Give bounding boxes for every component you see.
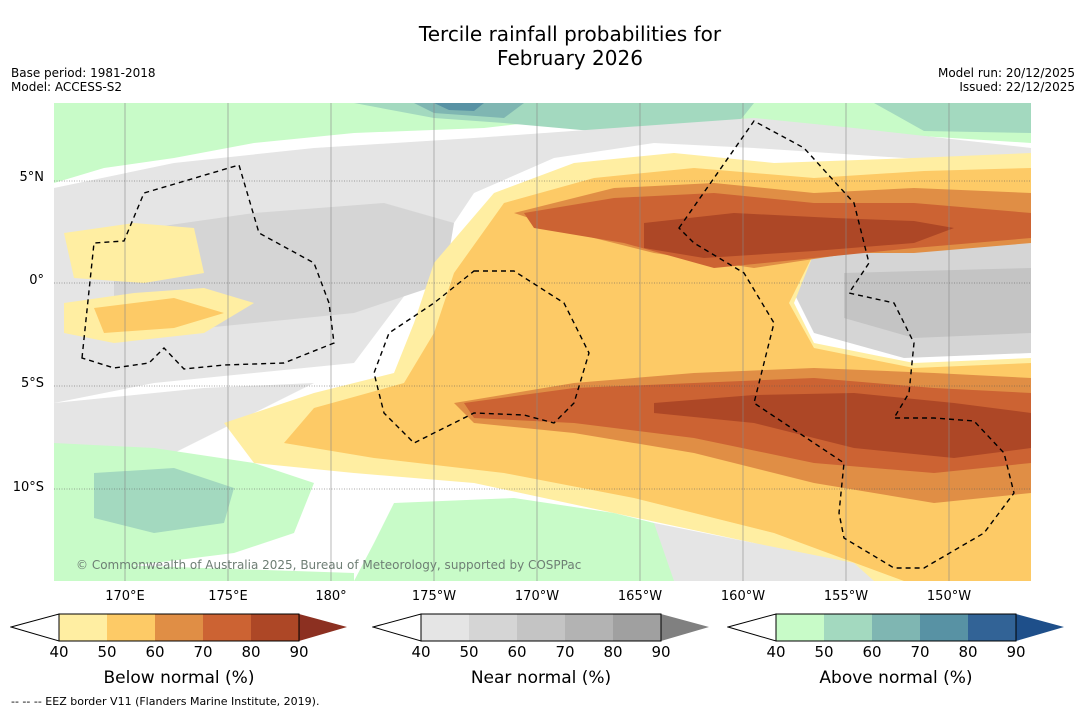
colorbar-near-seg bbox=[517, 614, 565, 641]
colorbar-above-seg bbox=[872, 614, 920, 641]
lat-tick-0: 0° bbox=[29, 273, 44, 288]
colorbar-below-seg bbox=[59, 614, 107, 641]
lon-tick-165w: 165°W bbox=[617, 589, 663, 604]
cbar-label: 50 bbox=[459, 643, 479, 661]
cbar-label: 90 bbox=[1006, 643, 1026, 661]
colorbar-above-seg bbox=[920, 614, 968, 641]
cbar-label: 40 bbox=[766, 643, 786, 661]
model-run: Model run: 20/12/2025 bbox=[937, 66, 1075, 80]
eez-legend: -- -- -- EEZ border V11 (Flanders Marine… bbox=[11, 695, 320, 708]
title-line-1: Tercile rainfall probabilities for bbox=[418, 22, 722, 46]
issued-date: Issued: 22/12/2025 bbox=[959, 80, 1075, 94]
cbar-label: 70 bbox=[910, 643, 930, 661]
probability-map bbox=[54, 103, 1031, 581]
colorbar-near-seg bbox=[661, 614, 709, 641]
lat-tick-5n: 5°N bbox=[19, 170, 45, 185]
colorbar-below-seg bbox=[203, 614, 251, 641]
cbar-label: 90 bbox=[651, 643, 671, 661]
cbar-label: 80 bbox=[603, 643, 623, 661]
colorbar-near bbox=[372, 613, 709, 642]
lon-tick-150w: 150°W bbox=[926, 589, 972, 604]
cbar-label: 90 bbox=[289, 643, 309, 661]
lon-tick-170e: 170°E bbox=[105, 589, 145, 604]
lon-tick-170w: 170°W bbox=[514, 589, 560, 604]
cbar-label: 40 bbox=[411, 643, 431, 661]
colorbar-near-seg bbox=[613, 614, 661, 641]
cbar-label: 50 bbox=[814, 643, 834, 661]
colorbar-above-seg bbox=[968, 614, 1016, 641]
map-title: Tercile rainfall probabilities for Febru… bbox=[0, 22, 1085, 70]
cbar-label: 50 bbox=[97, 643, 117, 661]
cbar-label: 80 bbox=[958, 643, 978, 661]
cbar-label: 60 bbox=[862, 643, 882, 661]
cbar-label: 60 bbox=[507, 643, 527, 661]
lon-tick-175w: 175°W bbox=[411, 589, 457, 604]
meta-left: Base period: 1981-2018 Model: ACCESS-S2 bbox=[11, 66, 156, 94]
colorbar-near-seg bbox=[421, 614, 469, 641]
cbar-label: 70 bbox=[193, 643, 213, 661]
lon-tick-180: 180° bbox=[315, 589, 347, 604]
lon-tick-160w: 160°W bbox=[720, 589, 766, 604]
colorbar-below-seg bbox=[299, 614, 347, 641]
colorbar-near-seg bbox=[469, 614, 517, 641]
cbar-label: 70 bbox=[555, 643, 575, 661]
colorbar-above-seg bbox=[824, 614, 872, 641]
colorbar-above-seg bbox=[1016, 614, 1064, 641]
model-name: Model: ACCESS-S2 bbox=[11, 80, 123, 94]
base-period: Base period: 1981-2018 bbox=[11, 66, 156, 80]
colorbar-near-seg bbox=[565, 614, 613, 641]
copyright-text: © Commonwealth of Australia 2025, Bureau… bbox=[76, 558, 582, 572]
colorbar-above-title: Above normal (%) bbox=[819, 668, 973, 688]
colorbar-below-seg bbox=[107, 614, 155, 641]
colorbar-below-seg bbox=[155, 614, 203, 641]
colorbar-above-seg bbox=[776, 614, 824, 641]
colorbar-near-title: Near normal (%) bbox=[470, 668, 612, 688]
lat-tick-10s: 10°S bbox=[12, 480, 44, 495]
colorbar-below-title: Below normal (%) bbox=[103, 668, 255, 688]
colorbar-above bbox=[727, 613, 1064, 642]
title-line-2: February 2026 bbox=[497, 46, 643, 70]
cbar-label: 80 bbox=[241, 643, 261, 661]
lat-tick-5s: 5°S bbox=[20, 376, 44, 391]
cbar-label: 40 bbox=[49, 643, 69, 661]
meta-right: Model run: 20/12/2025 Issued: 22/12/2025 bbox=[938, 66, 1075, 94]
lon-tick-155w: 155°W bbox=[823, 589, 869, 604]
cbar-label: 60 bbox=[145, 643, 165, 661]
colorbar-below bbox=[10, 613, 347, 642]
lon-tick-175e: 175°E bbox=[208, 589, 248, 604]
colorbar-below-seg bbox=[251, 614, 299, 641]
